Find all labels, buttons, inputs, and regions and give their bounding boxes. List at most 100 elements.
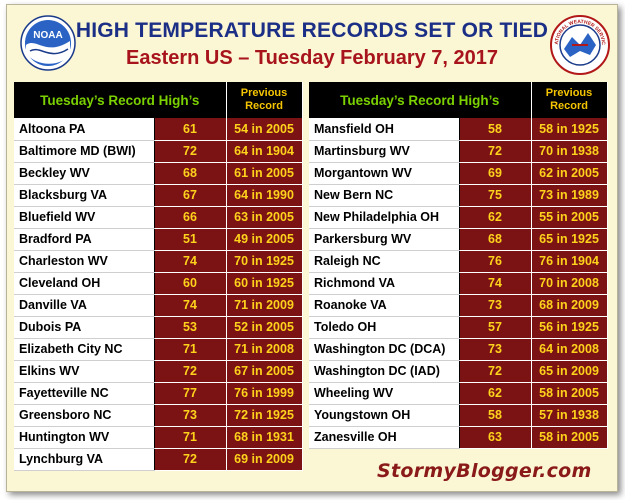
- city-cell: Elizabeth City NC: [14, 338, 155, 361]
- previous-record-cell: 71 in 2009: [226, 294, 303, 317]
- previous-record-cell: 49 in 2005: [226, 228, 303, 251]
- table-row: New Bern NC 75 73 in 1989: [309, 184, 608, 207]
- table-row: Elkins WV 72 67 in 2005: [14, 360, 303, 383]
- city-cell: New Bern NC: [309, 184, 460, 207]
- page-subtitle: Eastern US – Tuesday February 7, 2017: [125, 47, 499, 69]
- previous-record-cell: 70 in 2008: [531, 272, 608, 295]
- city-cell: Bradford PA: [14, 228, 155, 251]
- city-cell: Martinsburg WV: [309, 140, 460, 163]
- previous-record-cell: 63 in 2005: [226, 206, 303, 229]
- city-cell: Baltimore MD (BWI): [14, 140, 155, 163]
- record-high-cell: 62: [459, 382, 532, 405]
- record-high-cell: 67: [154, 184, 227, 207]
- previous-record-cell: 69 in 2009: [226, 448, 303, 471]
- city-cell: Danville VA: [14, 294, 155, 317]
- table-row: Baltimore MD (BWI) 72 64 in 1904: [14, 140, 303, 163]
- column-header-city: Tuesday’s Record High’s: [309, 82, 532, 118]
- record-high-cell: 73: [459, 338, 532, 361]
- previous-record-cell: 72 in 1925: [226, 404, 303, 427]
- record-high-cell: 51: [154, 228, 227, 251]
- previous-record-cell: 52 in 2005: [226, 316, 303, 339]
- column-header-previous: Previous Record: [226, 82, 303, 118]
- city-cell: Fayetteville NC: [14, 382, 155, 405]
- table-row: Washington DC (IAD) 72 65 in 2009: [309, 360, 608, 383]
- record-high-cell: 62: [459, 206, 532, 229]
- record-high-cell: 72: [459, 140, 532, 163]
- table-row: Youngstown OH 58 57 in 1938: [309, 404, 608, 427]
- svg-text:NOAA: NOAA: [33, 30, 62, 41]
- record-high-cell: 73: [459, 294, 532, 317]
- previous-record-cell: 67 in 2005: [226, 360, 303, 383]
- city-cell: Zanesville OH: [309, 426, 460, 449]
- previous-record-cell: 58 in 2005: [531, 426, 608, 449]
- table-row: Charleston WV 74 70 in 1925: [14, 250, 303, 273]
- record-high-cell: 74: [459, 272, 532, 295]
- record-high-cell: 74: [154, 294, 227, 317]
- previous-record-cell: 54 in 2005: [226, 118, 303, 141]
- record-high-cell: 72: [154, 360, 227, 383]
- city-cell: Richmond VA: [309, 272, 460, 295]
- table-row: Dubois PA 53 52 in 2005: [14, 316, 303, 339]
- record-high-cell: 72: [154, 140, 227, 163]
- column-header-city: Tuesday’s Record High’s: [14, 82, 227, 118]
- city-cell: Washington DC (IAD): [309, 360, 460, 383]
- city-cell: Bluefield WV: [14, 206, 155, 229]
- table-row: Bradford PA 51 49 in 2005: [14, 228, 303, 251]
- record-high-cell: 58: [459, 404, 532, 427]
- table-row: Zanesville OH 63 58 in 2005: [309, 426, 608, 449]
- table-row: Elizabeth City NC 71 71 in 2008: [14, 338, 303, 361]
- previous-record-cell: 60 in 1925: [226, 272, 303, 295]
- previous-record-cell: 61 in 2005: [226, 162, 303, 185]
- record-high-cell: 74: [154, 250, 227, 273]
- record-high-cell: 76: [459, 250, 532, 273]
- city-cell: Dubois PA: [14, 316, 155, 339]
- previous-record-cell: 70 in 1938: [531, 140, 608, 163]
- table-row: Altoona PA 61 54 in 2005: [14, 118, 303, 141]
- record-high-cell: 73: [154, 404, 227, 427]
- previous-record-cell: 55 in 2005: [531, 206, 608, 229]
- previous-record-cell: 58 in 2005: [531, 382, 608, 405]
- table-row: Morgantown WV 69 62 in 2005: [309, 162, 608, 185]
- city-cell: Raleigh NC: [309, 250, 460, 273]
- table-row: Richmond VA 74 70 in 2008: [309, 272, 608, 295]
- city-cell: Altoona PA: [14, 118, 155, 141]
- previous-record-cell: 56 in 1925: [531, 316, 608, 339]
- table-header-row: Tuesday’s Record High’s Previous Record: [309, 82, 608, 118]
- previous-record-cell: 76 in 1999: [226, 382, 303, 405]
- city-cell: Beckley WV: [14, 162, 155, 185]
- record-high-cell: 72: [154, 448, 227, 471]
- record-high-cell: 71: [154, 426, 227, 449]
- record-high-cell: 68: [154, 162, 227, 185]
- record-high-cell: 58: [459, 118, 532, 141]
- previous-record-cell: 70 in 1925: [226, 250, 303, 273]
- previous-record-cell: 73 in 1989: [531, 184, 608, 207]
- record-high-cell: 75: [459, 184, 532, 207]
- city-cell: Washington DC (DCA): [309, 338, 460, 361]
- table-row: Beckley WV 68 61 in 2005: [14, 162, 303, 185]
- table-row: Fayetteville NC 77 76 in 1999: [14, 382, 303, 405]
- previous-record-cell: 68 in 1931: [226, 426, 303, 449]
- table-row: Toledo OH 57 56 in 1925: [309, 316, 608, 339]
- city-cell: Charleston WV: [14, 250, 155, 273]
- previous-record-cell: 71 in 2008: [226, 338, 303, 361]
- table-row: Parkersburg WV 68 65 in 1925: [309, 228, 608, 251]
- table-row: New Philadelphia OH 62 55 in 2005: [309, 206, 608, 229]
- previous-record-cell: 65 in 2009: [531, 360, 608, 383]
- record-high-cell: 66: [154, 206, 227, 229]
- noaa-logo: NOAA: [20, 15, 76, 71]
- city-cell: Greensboro NC: [14, 404, 155, 427]
- city-cell: Huntington WV: [14, 426, 155, 449]
- city-cell: Toledo OH: [309, 316, 460, 339]
- city-cell: New Philadelphia OH: [309, 206, 460, 229]
- watermark-text: StormyBlogger.com: [377, 460, 592, 482]
- records-table-right: Tuesday’s Record High’s Previous Record M…: [309, 82, 608, 449]
- table-row: Roanoke VA 73 68 in 2009: [309, 294, 608, 317]
- city-cell: Elkins WV: [14, 360, 155, 383]
- table-row: Cleveland OH 60 60 in 1925: [14, 272, 303, 295]
- table-row: Bluefield WV 66 63 in 2005: [14, 206, 303, 229]
- table-row: Huntington WV 71 68 in 1931: [14, 426, 303, 449]
- record-high-cell: 68: [459, 228, 532, 251]
- city-cell: Parkersburg WV: [309, 228, 460, 251]
- previous-record-cell: 64 in 1904: [226, 140, 303, 163]
- record-high-cell: 72: [459, 360, 532, 383]
